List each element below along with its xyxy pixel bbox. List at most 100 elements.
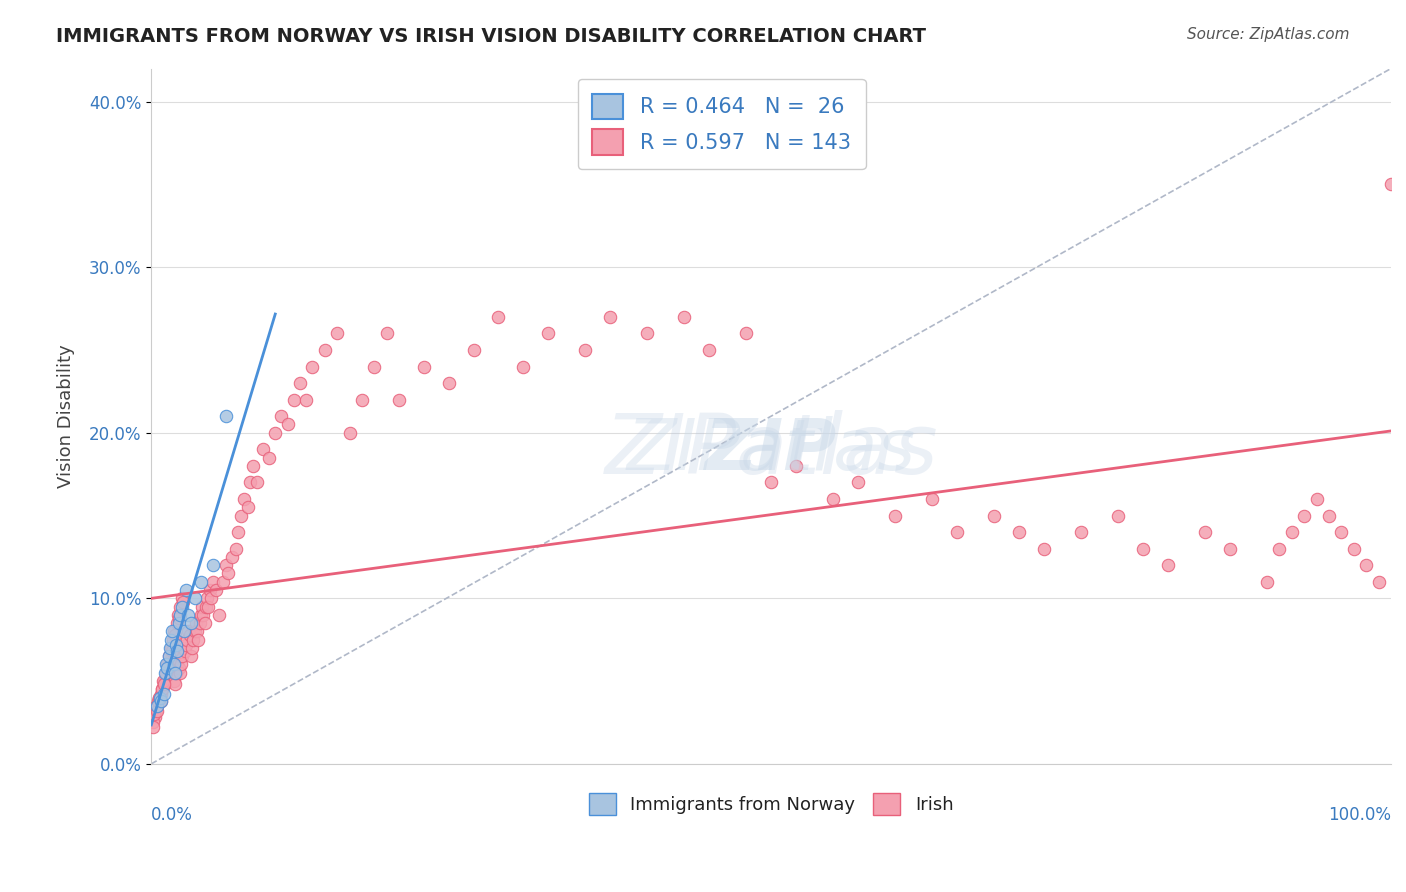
Point: [162, 649, 184, 664]
Point: [221, 549, 243, 564]
Point: [157, 649, 180, 664]
Point: [167, 661, 190, 675]
Point: [183, 632, 205, 647]
Point: [157, 657, 180, 672]
Point: [146, 698, 169, 713]
Point: [183, 591, 205, 606]
Point: [143, 707, 166, 722]
Point: [146, 704, 169, 718]
Point: [149, 694, 172, 708]
Point: [884, 508, 907, 523]
Point: [169, 607, 191, 622]
Point: [215, 409, 238, 424]
Point: [157, 661, 180, 675]
Point: [239, 475, 262, 490]
Point: [983, 508, 1005, 523]
Point: [148, 690, 170, 705]
Point: [159, 661, 181, 675]
Point: [1268, 541, 1291, 556]
Point: [165, 638, 187, 652]
Point: [759, 475, 782, 490]
Point: [166, 644, 188, 658]
Point: [184, 616, 207, 631]
Point: [150, 682, 173, 697]
Point: [152, 674, 174, 689]
Point: [169, 599, 191, 614]
Text: 100.0%: 100.0%: [1329, 805, 1391, 823]
Point: [172, 594, 194, 608]
Point: [153, 677, 176, 691]
Point: [163, 677, 186, 691]
Point: [159, 640, 181, 655]
Point: [163, 624, 186, 639]
Point: [166, 616, 188, 631]
Point: [1281, 524, 1303, 539]
Point: [193, 607, 215, 622]
Point: [1317, 508, 1340, 523]
Point: [152, 687, 174, 701]
Point: [194, 616, 217, 631]
Point: [143, 710, 166, 724]
Point: [537, 326, 560, 341]
Point: [183, 624, 205, 639]
Point: [288, 376, 311, 390]
Text: 0.0%: 0.0%: [152, 805, 193, 823]
Point: [194, 599, 217, 614]
Point: [823, 491, 845, 506]
Point: [785, 458, 807, 473]
Point: [233, 491, 256, 506]
Point: [301, 359, 323, 374]
Point: [1379, 178, 1402, 192]
Point: [413, 359, 436, 374]
Point: [246, 475, 269, 490]
Point: [186, 624, 208, 639]
Point: [146, 694, 169, 708]
Point: [173, 624, 195, 639]
Point: [202, 574, 225, 589]
Point: [229, 508, 252, 523]
Point: [172, 599, 194, 614]
Point: [152, 674, 174, 689]
Point: [163, 665, 186, 680]
Point: [169, 665, 191, 680]
Point: [181, 640, 204, 655]
Point: [142, 707, 165, 722]
Point: [156, 665, 179, 680]
Point: [921, 491, 943, 506]
Point: [162, 624, 184, 639]
Point: [166, 657, 188, 672]
Point: [217, 566, 239, 581]
Point: [1070, 524, 1092, 539]
Point: [160, 632, 183, 647]
Point: [155, 665, 177, 680]
Point: [673, 310, 696, 324]
Point: [1355, 558, 1378, 573]
Point: [146, 698, 169, 713]
Point: [1194, 524, 1216, 539]
Point: [170, 591, 193, 606]
Point: [173, 640, 195, 655]
Point: [314, 343, 336, 357]
Point: [257, 450, 280, 465]
Point: [150, 687, 173, 701]
Point: [156, 661, 179, 675]
Point: [167, 616, 190, 631]
Point: [150, 694, 173, 708]
Point: [153, 677, 176, 691]
Point: [252, 442, 274, 457]
Point: [277, 417, 299, 432]
Point: [574, 343, 596, 357]
Text: ZIP: ZIP: [704, 417, 837, 485]
Point: [197, 599, 219, 614]
Point: [437, 376, 460, 390]
Point: [225, 541, 247, 556]
Point: [270, 409, 292, 424]
Point: [1294, 508, 1316, 523]
Legend: Immigrants from Norway, Irish: Immigrants from Norway, Irish: [579, 784, 963, 824]
Point: [191, 599, 214, 614]
Point: [486, 310, 509, 324]
Point: [1368, 574, 1391, 589]
Point: [173, 644, 195, 658]
Point: [142, 720, 165, 734]
Point: [463, 343, 485, 357]
